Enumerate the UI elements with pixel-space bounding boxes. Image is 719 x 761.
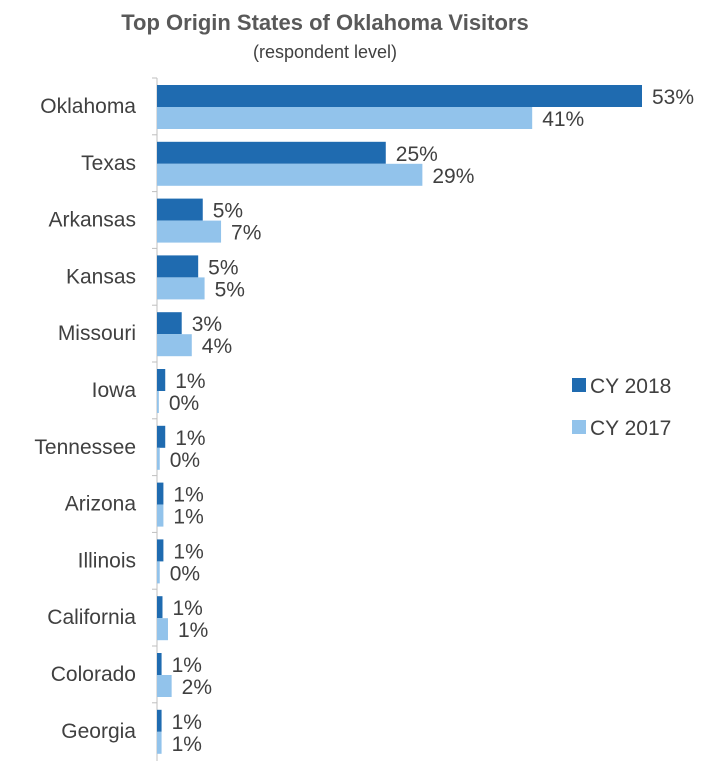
category-label-georgia: Georgia xyxy=(61,720,136,743)
bar-cy-2017-arizona xyxy=(157,504,164,527)
bar-cy-2017-oklahoma xyxy=(157,107,533,129)
category-label-tennessee: Tennessee xyxy=(34,436,136,459)
data-label-cy-2018-colorado: 1% xyxy=(172,654,202,677)
bar-cy-2017-california xyxy=(157,618,168,641)
chart-title: Top Origin States of Oklahoma Visitors xyxy=(121,10,528,35)
data-label-cy-2017-missouri: 4% xyxy=(202,335,232,358)
bar-cy-2017-colorado xyxy=(157,675,172,697)
data-label-cy-2018-tennessee: 1% xyxy=(175,427,205,450)
data-label-cy-2018-arkansas: 5% xyxy=(213,200,243,223)
data-label-cy-2018-illinois: 1% xyxy=(173,540,203,563)
data-label-cy-2017-georgia: 1% xyxy=(172,733,202,756)
data-label-cy-2018-missouri: 3% xyxy=(192,313,222,336)
bar-cy-2018-illinois xyxy=(157,539,164,562)
legend: CY 2018 CY 2017 xyxy=(572,375,671,440)
category-label-texas: Texas xyxy=(81,152,136,175)
bar-cy-2018-oklahoma xyxy=(157,85,642,107)
chart-subtitle: (respondent level) xyxy=(253,42,397,62)
category-label-illinois: Illinois xyxy=(78,549,136,572)
legend-label-cy-2018: CY 2018 xyxy=(590,375,671,398)
plot-area: Oklahoma 53%41%Texas 25%29%Arkansas 5%7%Kan… xyxy=(34,77,694,761)
bar-cy-2017-tennessee xyxy=(157,447,160,470)
data-label-cy-2017-arkansas: 7% xyxy=(231,222,261,245)
bar-cy-2018-tennessee xyxy=(157,425,166,448)
category-label-missouri: Missouri xyxy=(58,322,136,345)
data-label-cy-2017-oklahoma: 41% xyxy=(542,108,584,131)
category-label-california: California xyxy=(47,606,136,629)
bar-cy-2018-arizona xyxy=(157,482,164,505)
data-label-cy-2018-oklahoma: 53% xyxy=(652,86,694,109)
data-label-cy-2018-georgia: 1% xyxy=(172,711,202,734)
legend-swatch-cy-2017 xyxy=(572,420,586,434)
data-label-cy-2017-california: 1% xyxy=(178,619,208,642)
category-label-iowa: Iowa xyxy=(92,379,137,402)
data-label-cy-2017-iowa: 0% xyxy=(169,392,199,415)
bar-cy-2017-kansas xyxy=(157,277,205,300)
bar-cy-2018-texas xyxy=(157,141,386,164)
category-label-colorado: Colorado xyxy=(51,663,136,686)
bar-cy-2018-california xyxy=(157,596,163,619)
bar-cy-2017-arkansas xyxy=(157,220,222,243)
data-label-cy-2018-texas: 25% xyxy=(396,143,438,166)
category-label-oklahoma: Oklahoma xyxy=(40,95,136,118)
data-label-cy-2017-colorado: 2% xyxy=(182,676,212,699)
data-label-cy-2017-tennessee: 0% xyxy=(170,449,200,472)
data-label-cy-2018-california: 1% xyxy=(172,597,202,620)
category-label-arkansas: Arkansas xyxy=(48,209,136,232)
bar-cy-2017-georgia xyxy=(157,731,162,754)
bar-cy-2018-georgia xyxy=(157,709,162,732)
category-label-kansas: Kansas xyxy=(66,265,136,288)
bar-cy-2018-kansas xyxy=(157,255,199,278)
data-label-cy-2017-arizona: 1% xyxy=(173,506,203,529)
category-label-arizona: Arizona xyxy=(65,493,137,516)
bar-cy-2018-colorado xyxy=(157,653,162,675)
data-label-cy-2018-iowa: 1% xyxy=(175,370,205,393)
data-label-cy-2018-kansas: 5% xyxy=(208,256,238,279)
bar-cy-2017-missouri xyxy=(157,334,192,357)
legend-label-cy-2017: CY 2017 xyxy=(590,417,671,440)
bar-cy-2018-missouri xyxy=(157,312,182,335)
bar-cy-2018-iowa xyxy=(157,369,166,391)
bar-cy-2017-iowa xyxy=(157,391,159,413)
bar-cy-2018-arkansas xyxy=(157,198,203,221)
bar-cy-2017-illinois xyxy=(157,561,160,584)
data-label-cy-2017-illinois: 0% xyxy=(170,562,200,585)
legend-swatch-cy-2018 xyxy=(572,378,586,392)
data-label-cy-2017-texas: 29% xyxy=(432,165,474,188)
data-label-cy-2017-kansas: 5% xyxy=(215,278,245,301)
data-label-cy-2018-arizona: 1% xyxy=(173,484,203,507)
bar-cy-2017-texas xyxy=(157,163,423,186)
